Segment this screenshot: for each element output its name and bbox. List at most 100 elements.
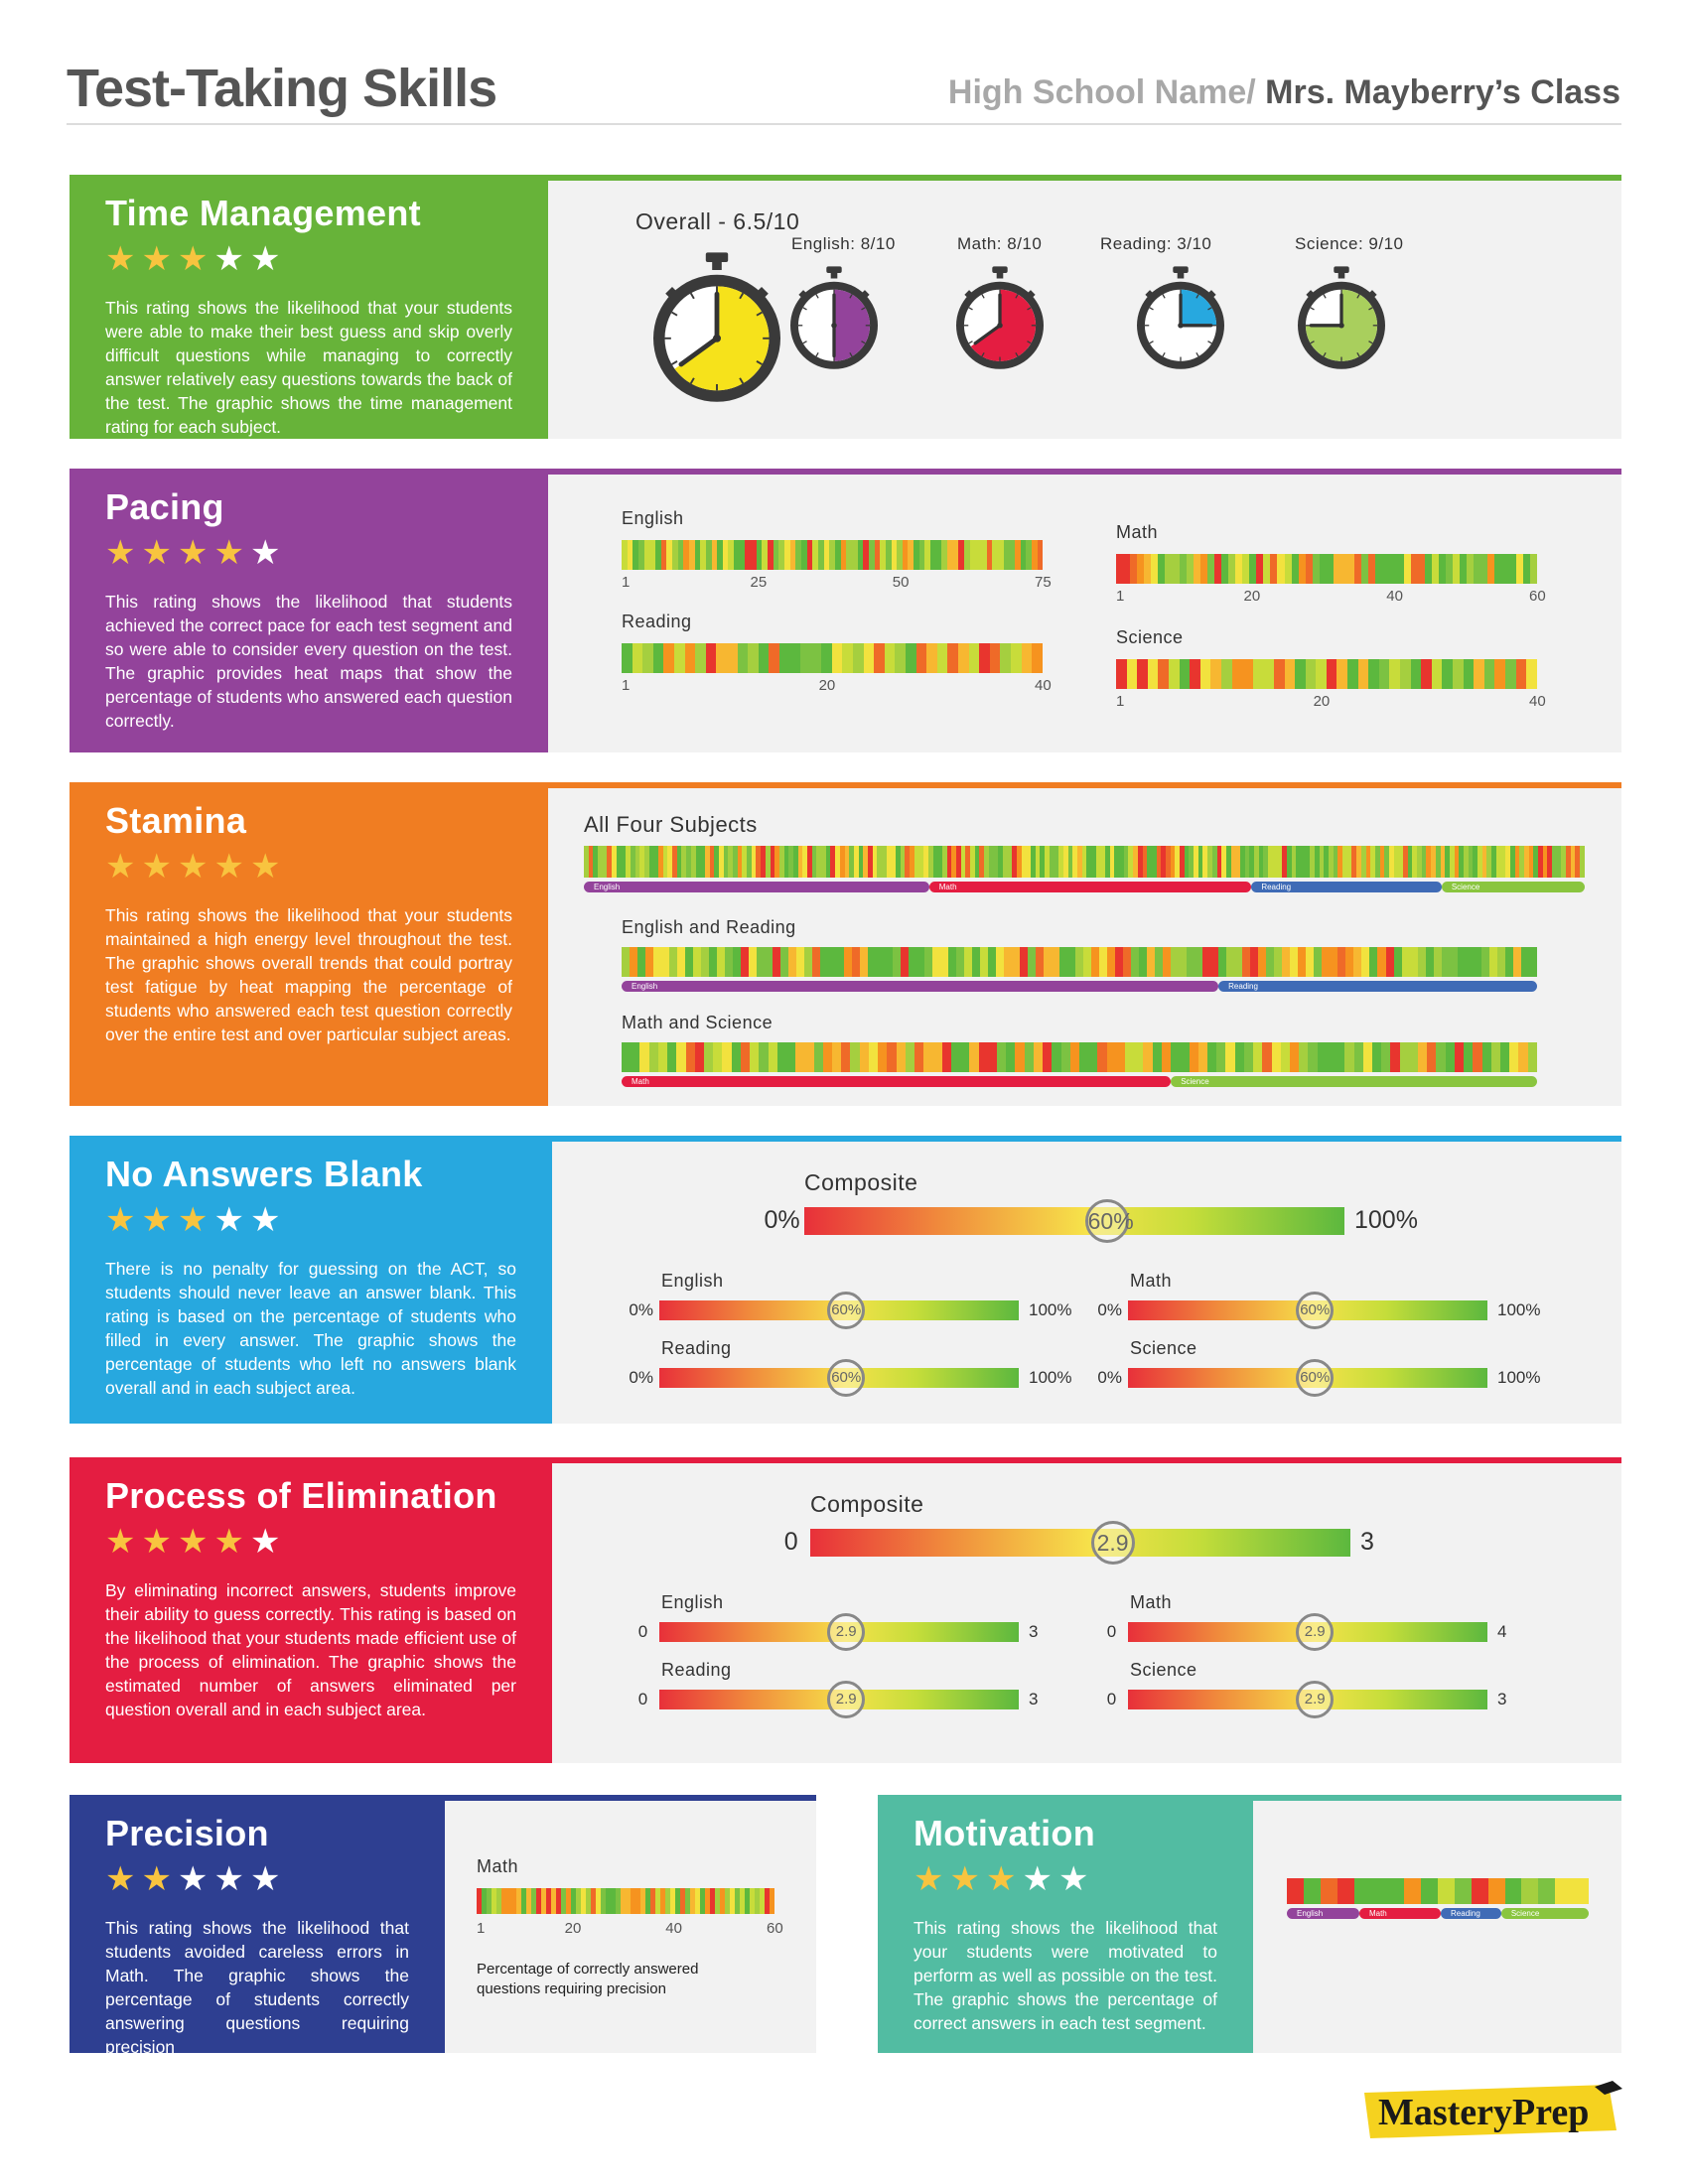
star-icon: ★ <box>985 1860 1017 1898</box>
heat-cell <box>652 643 664 673</box>
heat-cell <box>1282 846 1287 878</box>
heat-cell <box>1016 846 1022 878</box>
heat-cell <box>1010 643 1022 673</box>
heat-cell <box>633 540 638 570</box>
heat-cell <box>1527 1042 1537 1072</box>
heat-cell <box>588 846 594 878</box>
heat-cell <box>630 846 635 878</box>
subject-gauge-max: 100% <box>1497 1300 1541 1320</box>
heat-cell <box>915 947 924 977</box>
heat-cell <box>1151 554 1159 584</box>
heat-cell <box>1287 1878 1304 1904</box>
heat-cell <box>1505 846 1510 878</box>
heat-cell <box>1523 846 1529 878</box>
subject-gauge-marker: 2.9 <box>1296 1681 1335 1718</box>
heat-cell <box>1488 947 1497 977</box>
stopwatch-tick <box>739 377 745 384</box>
heat-cell <box>637 540 644 570</box>
heat-cell <box>1244 846 1250 878</box>
heat-cell <box>1347 554 1355 584</box>
heat-cell <box>737 643 749 673</box>
stamina-panel: All Four Subjects English and Reading Ma… <box>548 782 1621 1106</box>
section-title: Precision <box>105 1813 269 1853</box>
heat-cell <box>1337 846 1343 878</box>
heat-cell <box>996 1042 1007 1072</box>
heat-cell <box>915 643 927 673</box>
subject-gauge-marker: 2.9 <box>827 1613 866 1651</box>
heat-cell <box>700 846 705 878</box>
star-icon: ★ <box>105 848 136 886</box>
tick-label: 20 <box>564 1920 582 1937</box>
heat-cell <box>631 1888 635 1914</box>
heat-cell <box>645 947 654 977</box>
stopwatch-tick <box>1027 341 1032 344</box>
time-management-section: Time Management ★ ★ ★ ★ ★ This rating shows … <box>70 175 1621 439</box>
subject-range-bar: Math <box>1358 1908 1442 1919</box>
subject-gauge-min: 0% <box>1097 1300 1122 1320</box>
heat-cell <box>836 947 845 977</box>
heat-cell <box>1449 846 1455 878</box>
tick-label: 1 <box>622 677 631 694</box>
heat-cell <box>923 947 932 977</box>
heat-cell <box>1282 947 1291 977</box>
heat-cell <box>733 846 738 878</box>
subject-stopwatch <box>790 266 878 369</box>
heat-cell <box>1336 1878 1354 1904</box>
heat-cell <box>1570 846 1576 878</box>
composite-gauge-min: 0 <box>783 1528 798 1557</box>
heat-cell <box>1326 1042 1336 1072</box>
heat-cell <box>1308 1042 1318 1072</box>
heat-cell <box>648 846 654 878</box>
section-description: This rating shows the likelihood that yo… <box>105 298 512 437</box>
stopwatch-tick <box>1323 351 1327 357</box>
heat-cell <box>1353 947 1362 977</box>
heat-cell <box>1526 659 1537 689</box>
heat-cell <box>851 540 858 570</box>
heat-cell <box>1210 947 1219 977</box>
time-management-panel: Overall - 6.5/10 English: 8/10 Math: 8/10… <box>548 175 1621 439</box>
stopwatch-pin <box>1178 323 1184 329</box>
heat-cell <box>622 540 628 570</box>
heat-cell <box>802 846 807 878</box>
heat-cell <box>1442 659 1453 689</box>
heat-cell <box>1218 947 1227 977</box>
heat-cell <box>521 1888 526 1914</box>
heat-cell <box>731 1042 741 1072</box>
heat-cell <box>1211 846 1217 878</box>
heat-cell <box>1438 554 1446 584</box>
heat-cell <box>952 540 959 570</box>
logo-text: MasteryPrep <box>1378 2092 1589 2133</box>
heat-cell <box>1528 947 1537 977</box>
heat-cell <box>868 540 875 570</box>
heat-cell <box>1199 554 1207 584</box>
heat-cell <box>1433 947 1442 977</box>
heat-cell <box>1495 846 1501 878</box>
heat-cell <box>1356 846 1361 878</box>
heat-cell <box>596 1888 601 1914</box>
heat-cell <box>1100 846 1105 878</box>
heat-cell <box>1298 554 1306 584</box>
tick-label: 1 <box>622 574 631 591</box>
heat-cell <box>1045 846 1050 878</box>
heat-cell <box>695 1888 700 1914</box>
heat-cell <box>622 643 633 673</box>
heat-cell <box>830 846 836 878</box>
heat-cell <box>648 1042 658 1072</box>
heat-cell <box>1515 659 1527 689</box>
heat-cell <box>971 947 980 977</box>
stopwatch-crown <box>1334 266 1349 273</box>
stopwatch-tick <box>1207 341 1212 344</box>
heat-cell <box>1067 846 1073 878</box>
heat-cell <box>1410 554 1418 584</box>
heat-cell <box>1193 554 1200 584</box>
heat-cell <box>584 846 589 878</box>
stopwatch-hand <box>973 324 1002 345</box>
heat-cell <box>932 846 938 878</box>
heat-cell <box>1273 659 1285 689</box>
section-title: Time Management <box>105 193 421 233</box>
heat-cell <box>978 1042 988 1072</box>
heat-cell <box>1035 947 1044 977</box>
heat-cell <box>667 1042 677 1072</box>
heat-cell <box>975 540 981 570</box>
heat-cell <box>1465 947 1474 977</box>
